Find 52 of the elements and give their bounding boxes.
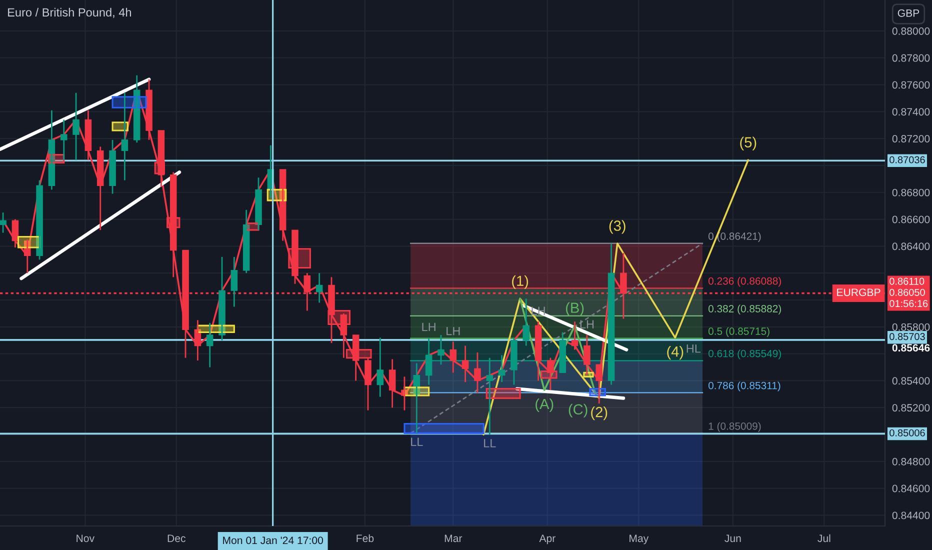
x-tick-label: Apr <box>539 534 556 544</box>
y-tick-label: 0.84800 <box>892 458 930 466</box>
band-label: 0 (0.86421) <box>708 232 761 242</box>
annotation: LH <box>580 320 594 328</box>
x-tick-label: Mar <box>444 534 462 542</box>
y-tick-label: 0.87200 <box>892 135 930 142</box>
y-tick-label: 0.87400 <box>892 108 930 116</box>
y-tick-label: 0.85646 <box>892 344 930 352</box>
annotation: (A) <box>536 398 554 412</box>
annotation: LH <box>446 326 460 336</box>
x-tick-label: Jun <box>724 534 741 542</box>
x-tick-label: Nov <box>76 534 95 542</box>
ref-line-label: 0.85006 <box>890 429 925 436</box>
band-label: 1 (0.85009) <box>708 422 761 432</box>
band-label: 0.618 (0.85549) <box>708 350 781 360</box>
annotation: LL <box>411 438 423 446</box>
annotation: HL <box>686 344 701 353</box>
ref-line-label: Mon 01 Jan '24 17:00 <box>223 536 324 544</box>
text: EURGBP <box>837 288 880 296</box>
x-tick-label: Jul <box>818 534 830 542</box>
y-tick-label: 0.85400 <box>892 377 930 385</box>
y-tick-label: 0.86800 <box>892 188 930 196</box>
annotation: (2) <box>591 406 608 420</box>
band-label: 0.5 (0.85715) <box>708 327 770 337</box>
ref-line-label: 0.85703 <box>890 333 925 340</box>
annotation: LL <box>484 439 496 448</box>
y-tick-label: 0.84600 <box>892 484 930 492</box>
x-tick-label: May <box>630 534 649 544</box>
band-label: 0.786 (0.85311) <box>708 382 780 392</box>
annotation: (1) <box>512 275 528 289</box>
y-tick-label: 0.86400 <box>892 242 930 250</box>
y-tick-label: 0.87600 <box>892 81 930 89</box>
band-label: 0.236 (0.86088) <box>708 277 781 287</box>
ref-line-label: 0.86110 0.86050 01:56:16 <box>890 278 928 308</box>
y-tick-label: 0.86600 <box>892 216 930 224</box>
text: GBP <box>898 9 920 17</box>
band-label: 0.382 (0.85882) <box>708 304 781 314</box>
y-tick-label: 0.88000 <box>892 27 930 35</box>
annotation: (4) <box>667 346 684 360</box>
annotation: (B) <box>566 302 584 316</box>
y-tick-label: 0.85200 <box>892 404 930 412</box>
annotation: LH <box>422 322 436 332</box>
y-tick-label: 0.84400 <box>892 512 930 520</box>
annotation: (5) <box>740 136 756 150</box>
y-tick-label: 0.87800 <box>892 54 930 62</box>
y-tick-label: 0.85800 <box>892 323 930 331</box>
annotation: (3) <box>609 220 626 234</box>
ref-line-label: 0.87036 <box>890 156 925 164</box>
text: Euro / British Pound, 4h <box>8 8 131 18</box>
x-tick-label: Feb <box>356 534 374 542</box>
x-tick-label: Dec <box>168 534 186 542</box>
annotation: (C) <box>568 404 588 418</box>
